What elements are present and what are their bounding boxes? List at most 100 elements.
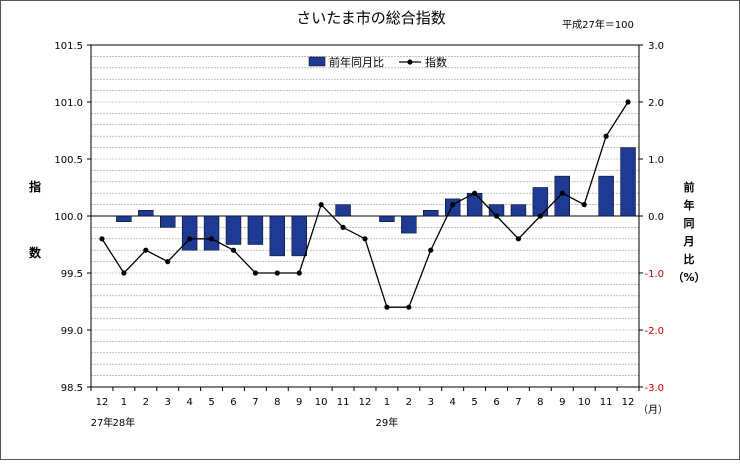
x-tick-label: 7 xyxy=(515,397,521,408)
bar-yoy xyxy=(510,204,527,217)
index-point xyxy=(208,236,215,242)
index-point xyxy=(559,190,565,196)
index-point xyxy=(406,304,412,310)
x-tick-label: 7 xyxy=(252,397,258,408)
year-label: 27年 xyxy=(91,416,114,429)
axes: 98.599.099.5100.0100.5101.0101.5-3.0-2.0… xyxy=(29,41,706,429)
index-point xyxy=(121,270,127,276)
line-series xyxy=(99,99,631,310)
bar-yoy xyxy=(225,215,242,245)
bar-yoy xyxy=(291,215,307,257)
x-tick-label: 3 xyxy=(165,397,171,408)
index-point xyxy=(165,259,171,265)
base-note: 平成27年＝100 xyxy=(562,18,634,31)
index-point xyxy=(99,236,105,242)
right-tick-label: 0.0 xyxy=(648,212,664,223)
right-axis-title-char: 年 xyxy=(684,198,695,212)
left-tick-label: 99.0 xyxy=(61,326,83,337)
x-tick-label: 4 xyxy=(186,397,192,408)
legend: 前年同月比 指数 xyxy=(308,55,447,69)
right-tick-label: 1.0 xyxy=(648,155,664,166)
index-point xyxy=(450,202,456,208)
right-axis-title-char: 月 xyxy=(683,235,695,248)
right-tick-label: -2.0 xyxy=(644,326,664,337)
bar-yoy xyxy=(269,215,286,257)
left-tick-label: 100.5 xyxy=(54,155,83,166)
left-axis-title-char: 数 xyxy=(29,245,42,260)
bar-yoy xyxy=(116,215,132,222)
year-label: 29年 xyxy=(376,416,399,429)
right-tick-label: -1.0 xyxy=(644,269,664,280)
x-tick-label: 9 xyxy=(296,397,302,408)
bar-yoy xyxy=(598,175,614,217)
left-tick-label: 100.0 xyxy=(54,212,83,223)
bar-yoy xyxy=(554,175,570,217)
bar-yoy xyxy=(160,215,176,228)
left-tick-label: 99.5 xyxy=(61,269,83,280)
index-point xyxy=(515,236,522,242)
bar-yoy xyxy=(138,210,154,217)
x-tick-label: 9 xyxy=(559,397,565,408)
right-axis-title-char: 前 xyxy=(684,180,695,194)
bar-series xyxy=(116,147,636,257)
index-point xyxy=(274,270,280,276)
right-axis-title-char: 同 xyxy=(684,217,695,230)
index-point xyxy=(581,202,587,208)
legend-bar-label: 前年同月比 xyxy=(329,55,384,69)
bar-yoy xyxy=(203,215,220,251)
right-axis-title-char: 比 xyxy=(684,252,695,266)
x-tick-label: 1 xyxy=(384,397,390,408)
year-label: 28年 xyxy=(113,416,136,429)
bar-yoy xyxy=(181,215,198,251)
legend-line-marker xyxy=(407,59,413,65)
x-tick-label: 8 xyxy=(537,397,543,408)
x-tick-label: 2 xyxy=(406,397,412,408)
bar-yoy xyxy=(335,204,351,217)
x-tick-label: 2 xyxy=(143,397,149,408)
bar-yoy xyxy=(401,215,417,234)
x-tick-label: 1 xyxy=(121,397,127,408)
legend-bar-swatch xyxy=(308,56,326,67)
bar-yoy xyxy=(532,187,549,217)
index-point xyxy=(384,304,390,310)
x-tick-label: 3 xyxy=(428,397,434,408)
x-tick-label: 11 xyxy=(600,397,613,408)
bar-yoy xyxy=(379,215,395,222)
index-point xyxy=(472,190,478,196)
left-tick-label: 98.5 xyxy=(61,383,83,394)
x-tick-label: 8 xyxy=(274,397,280,408)
right-tick-label: 3.0 xyxy=(648,41,664,52)
index-point xyxy=(318,202,324,208)
right-tick-label: -3.0 xyxy=(644,383,664,394)
right-axis-title-char: （%） xyxy=(672,271,705,284)
right-tick-label: 2.0 xyxy=(648,98,664,109)
x-unit-label: （月） xyxy=(638,404,668,416)
x-tick-label: 5 xyxy=(471,397,477,408)
index-point xyxy=(493,213,500,219)
x-tick-label: 4 xyxy=(449,397,455,408)
x-tick-label: 10 xyxy=(578,397,591,408)
bar-yoy xyxy=(423,210,439,217)
index-point xyxy=(625,99,631,105)
x-tick-label: 6 xyxy=(230,397,236,408)
x-tick-label: 12 xyxy=(359,397,372,408)
index-point xyxy=(230,247,237,253)
legend-line-label: 指数 xyxy=(425,55,447,69)
index-point xyxy=(252,270,258,276)
left-tick-label: 101.0 xyxy=(54,98,83,109)
index-point xyxy=(143,247,149,253)
index-point xyxy=(340,224,346,230)
index-point xyxy=(428,247,434,253)
bar-yoy xyxy=(247,215,264,245)
index-point xyxy=(296,270,302,276)
index-point xyxy=(362,236,368,242)
index-point xyxy=(603,133,609,139)
left-axis-title-char: 指 xyxy=(29,179,41,194)
index-point xyxy=(537,213,543,219)
x-tick-label: 5 xyxy=(208,397,214,408)
left-tick-label: 101.5 xyxy=(54,41,83,52)
x-tick-label: 11 xyxy=(337,397,350,408)
x-tick-label: 6 xyxy=(493,397,499,408)
